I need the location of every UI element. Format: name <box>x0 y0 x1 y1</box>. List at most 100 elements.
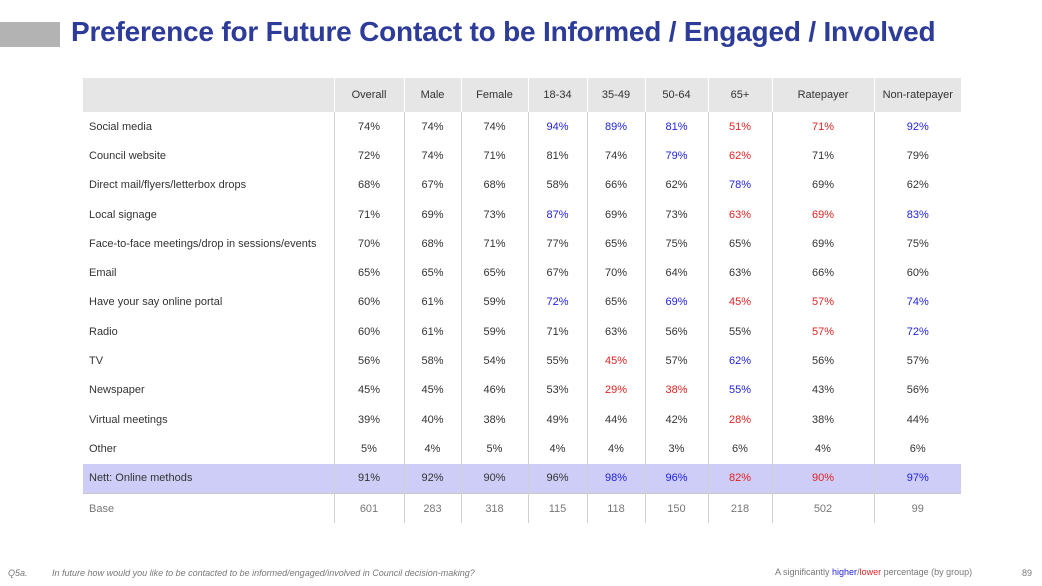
value-cell: 89% <box>586 112 645 142</box>
value-cell: 42% <box>644 404 708 435</box>
value-cell: 65% <box>707 229 772 259</box>
value-cell: 82% <box>707 463 772 494</box>
column-header: 50-64 <box>644 78 708 112</box>
value-cell: 5% <box>333 434 404 464</box>
value-cell: 68% <box>403 229 461 259</box>
value-cell: 70% <box>586 258 645 288</box>
value-cell: 64% <box>644 258 708 288</box>
table-row: Have your say online portal 60% 61% 59% 72% 6… <box>83 287 961 318</box>
value-cell: 74% <box>333 112 404 142</box>
value-cell: 4% <box>403 434 461 464</box>
value-cell: 83% <box>873 199 961 230</box>
value-cell: 69% <box>771 199 874 230</box>
value-cell: 65% <box>333 258 404 288</box>
value-cell: 81% <box>527 141 587 171</box>
column-header: Ratepayer <box>771 78 874 112</box>
value-cell: 45% <box>707 287 772 318</box>
page-title: Preference for Future Contact to be Info… <box>71 16 936 47</box>
value-cell: 62% <box>873 170 961 200</box>
value-cell: 65% <box>460 258 528 288</box>
question-text: In future how would you like to be conta… <box>52 568 475 578</box>
value-cell: 74% <box>586 141 645 171</box>
row-label: Local signage <box>89 208 157 221</box>
value-cell: 45% <box>333 375 404 405</box>
value-cell: 74% <box>873 287 961 318</box>
value-cell: 72% <box>527 287 587 318</box>
value-cell: 56% <box>333 346 404 376</box>
value-cell: 72% <box>333 141 404 171</box>
legend-suffix: percentage (by group) <box>881 567 973 577</box>
value-cell: 69% <box>586 199 645 230</box>
table-row: Local signage 71% 69% 73% 87% 69% 73% 63% 69% 83% <box>83 199 961 230</box>
value-cell: 92% <box>873 112 961 142</box>
nett-row: Nett: Online methods 91% 92% 90% 96% 98% 96% 82… <box>83 463 961 494</box>
value-cell: 38% <box>771 404 874 435</box>
value-cell: 55% <box>707 375 772 405</box>
row-label: Council website <box>89 149 167 162</box>
header-label-cell <box>83 78 334 112</box>
row-label: Direct mail/flyers/letterbox drops <box>89 179 247 192</box>
value-cell: 44% <box>873 404 961 435</box>
column-header: 35-49 <box>586 78 645 112</box>
value-cell: 65% <box>586 229 645 259</box>
column-header: 65+ <box>707 78 772 112</box>
question-number: Q5a. <box>8 568 28 578</box>
value-cell: 57% <box>644 346 708 376</box>
value-cell: 75% <box>644 229 708 259</box>
value-cell: 63% <box>707 258 772 288</box>
legend-prefix: A significantly <box>775 567 833 577</box>
table-row: Other 5% 4% 5% 4% 4% 3% 6% 4% 6% <box>83 434 961 464</box>
base-label: Base <box>83 492 334 524</box>
value-cell: 74% <box>403 112 461 142</box>
value-cell: 40% <box>403 404 461 435</box>
base-cell: 283 <box>403 492 461 524</box>
value-cell: 72% <box>873 317 961 347</box>
table-body: Social media 74% 74% 74% 94% 89% 81% 51% 71% 92% C… <box>83 112 961 524</box>
value-cell: 96% <box>527 463 587 494</box>
value-cell: 78% <box>707 170 772 200</box>
value-cell: 96% <box>644 463 708 494</box>
value-cell: 57% <box>873 346 961 376</box>
row-label: Face-to-face meetings/drop in sessions/e… <box>89 237 317 250</box>
value-cell: 77% <box>527 229 587 259</box>
value-cell: 49% <box>527 404 587 435</box>
table-row: TV 56% 58% 54% 55% 45% 57% 62% 56% 57% <box>83 346 961 376</box>
question-footnote: Q5a. In future how would you like to be … <box>8 568 475 578</box>
base-cell: 318 <box>460 492 528 524</box>
base-cell: 99 <box>873 492 961 524</box>
value-cell: 54% <box>460 346 528 376</box>
value-cell: 4% <box>586 434 645 464</box>
value-cell: 74% <box>403 141 461 171</box>
table-row: Direct mail/flyers/letterbox drops 68% 67%… <box>83 170 961 200</box>
value-cell: 56% <box>873 375 961 405</box>
value-cell: 71% <box>460 141 528 171</box>
results-table: Overall Male Female 18-34 35-49 50-64 65+ Ratep… <box>83 78 961 524</box>
value-cell: 69% <box>403 199 461 230</box>
row-label: Newspaper <box>89 384 145 397</box>
value-cell: 71% <box>460 229 528 259</box>
value-cell: 5% <box>460 434 528 464</box>
table-row: Virtual meetings 39% 40% 38% 49% 44% 42% 28% 38%… <box>83 404 961 435</box>
base-cell: 150 <box>644 492 708 524</box>
value-cell: 66% <box>586 170 645 200</box>
base-cell: 502 <box>771 492 874 524</box>
value-cell: 57% <box>771 317 874 347</box>
column-header: 18-34 <box>527 78 587 112</box>
row-label: Have your say online portal <box>89 296 223 309</box>
value-cell: 38% <box>644 375 708 405</box>
value-cell: 57% <box>771 287 874 318</box>
value-cell: 90% <box>460 463 528 494</box>
table-header: Overall Male Female 18-34 35-49 50-64 65+ Ratep… <box>83 78 961 112</box>
table-row: Radio 60% 61% 59% 71% 63% 56% 55% 57% 72% <box>83 317 961 347</box>
table-row: Email 65% 65% 65% 67% 70% 64% 63% 66% 60% <box>83 258 961 288</box>
value-cell: 6% <box>707 434 772 464</box>
table-row: Social media 74% 74% 74% 94% 89% 81% 51% 71% 92% <box>83 112 961 142</box>
base-cell: 218 <box>707 492 772 524</box>
value-cell: 43% <box>771 375 874 405</box>
value-cell: 97% <box>873 463 961 494</box>
row-label: TV <box>89 355 104 368</box>
page-number: 89 <box>1022 568 1033 578</box>
value-cell: 75% <box>873 229 961 259</box>
value-cell: 61% <box>403 317 461 347</box>
value-cell: 92% <box>403 463 461 494</box>
